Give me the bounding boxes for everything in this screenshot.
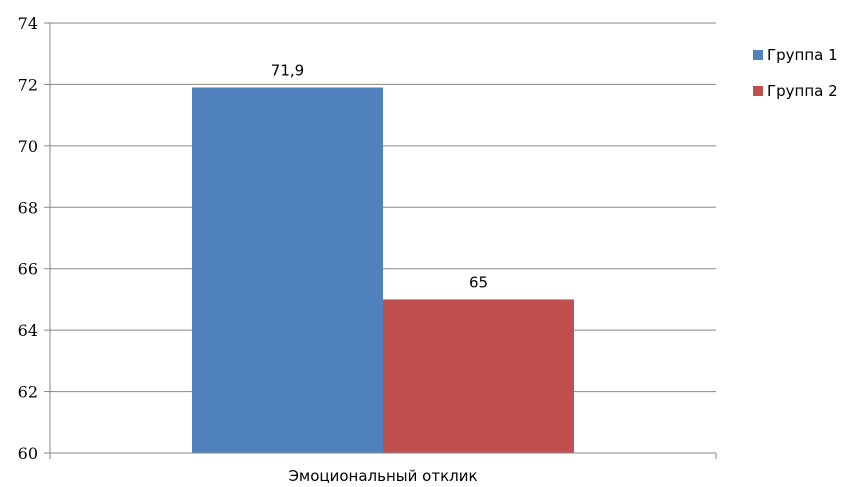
axes [49, 23, 717, 459]
y-tick-label: 64 [18, 321, 38, 340]
data-label-2: 65 [469, 273, 488, 291]
data-label-1: 71,9 [271, 62, 304, 80]
legend-label-2: Группа 2 [767, 82, 838, 100]
category-labels: Эмоциональный отклик [288, 467, 477, 485]
bar-1 [192, 87, 383, 453]
y-tick-label: 74 [18, 14, 38, 33]
bars [192, 87, 574, 453]
legend: Группа 1 Группа 2 [753, 46, 838, 100]
bar-2 [383, 299, 574, 453]
data-labels: 71,9 65 [271, 62, 488, 292]
category-label: Эмоциональный отклик [288, 467, 477, 483]
legend-label-1: Группа 1 [767, 46, 838, 64]
y-tick-label: 68 [18, 198, 38, 217]
y-axis-ticks: 60 62 64 66 68 70 72 74 [18, 14, 50, 463]
y-tick-label: 62 [18, 383, 38, 402]
legend-swatch-2 [753, 86, 763, 96]
legend-swatch-1 [753, 50, 763, 60]
y-tick-label: 70 [18, 137, 38, 156]
y-tick-label: 60 [18, 444, 38, 463]
y-tick-label: 66 [18, 260, 38, 279]
y-tick-label: 72 [18, 75, 38, 94]
